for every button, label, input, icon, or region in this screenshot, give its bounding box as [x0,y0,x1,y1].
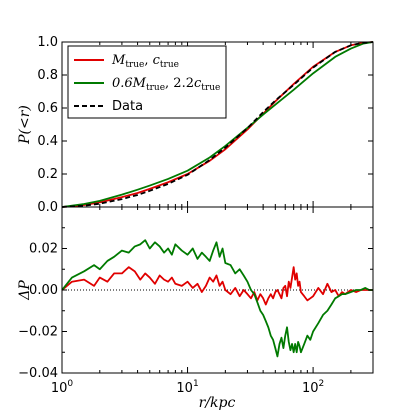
top-panel: 0.0 0.2 0.4 0.6 0.8 1.0 P(<r) Mtrue, ctrue 0.… [17,35,374,215]
bottom-series-line-0 [61,266,373,306]
y-tick-label: 0.2 [37,167,58,182]
y-tick-label: −0.02 [18,325,58,340]
y-tick-label: 0.8 [37,68,58,83]
bottom-panel: −0.04 −0.02 0.00 0.02 100 101 102 ΔP r/kpc [17,206,374,411]
y-tick-label: 0.02 [29,242,58,257]
top-series-line-1 [61,41,374,208]
bottom-series-group [61,239,373,358]
bottom-y-axis-label: ΔP [17,280,33,301]
y-tick-label: 0.6 [37,101,58,116]
y-tick-label: 0.00 [29,283,58,298]
top-y-ticks: 0.0 0.2 0.4 0.6 0.8 1.0 [37,35,373,215]
y-tick-label: 0.0 [37,200,58,215]
bottom-series-line-1 [61,239,373,358]
y-tick-label: −0.04 [18,366,58,381]
top-y-axis-label: P(<r) [17,105,33,145]
top-x-ticks [61,42,374,207]
x-tick-label: 101 [176,379,198,396]
top-series-line-2 [61,41,374,208]
x-tick-label: 102 [302,379,324,396]
legend-label-red: Mtrue, ctrue [111,53,179,70]
top-series-group [61,41,374,208]
legend-label-data: Data [112,99,143,114]
y-tick-label: 1.0 [37,35,58,50]
bottom-y-ticks: −0.04 −0.02 0.00 0.02 [18,227,373,381]
legend-label-green: 0.6Mtrue, 2.2ctrue [112,76,220,93]
x-axis-label: r/kpc [199,395,236,411]
legend: Mtrue, ctrue 0.6Mtrue, 2.2ctrue Data [67,45,227,119]
x-tick-label: 100 [51,379,74,396]
y-tick-label: 0.4 [37,134,58,149]
bottom-x-ticks: 100 101 102 [51,207,374,396]
